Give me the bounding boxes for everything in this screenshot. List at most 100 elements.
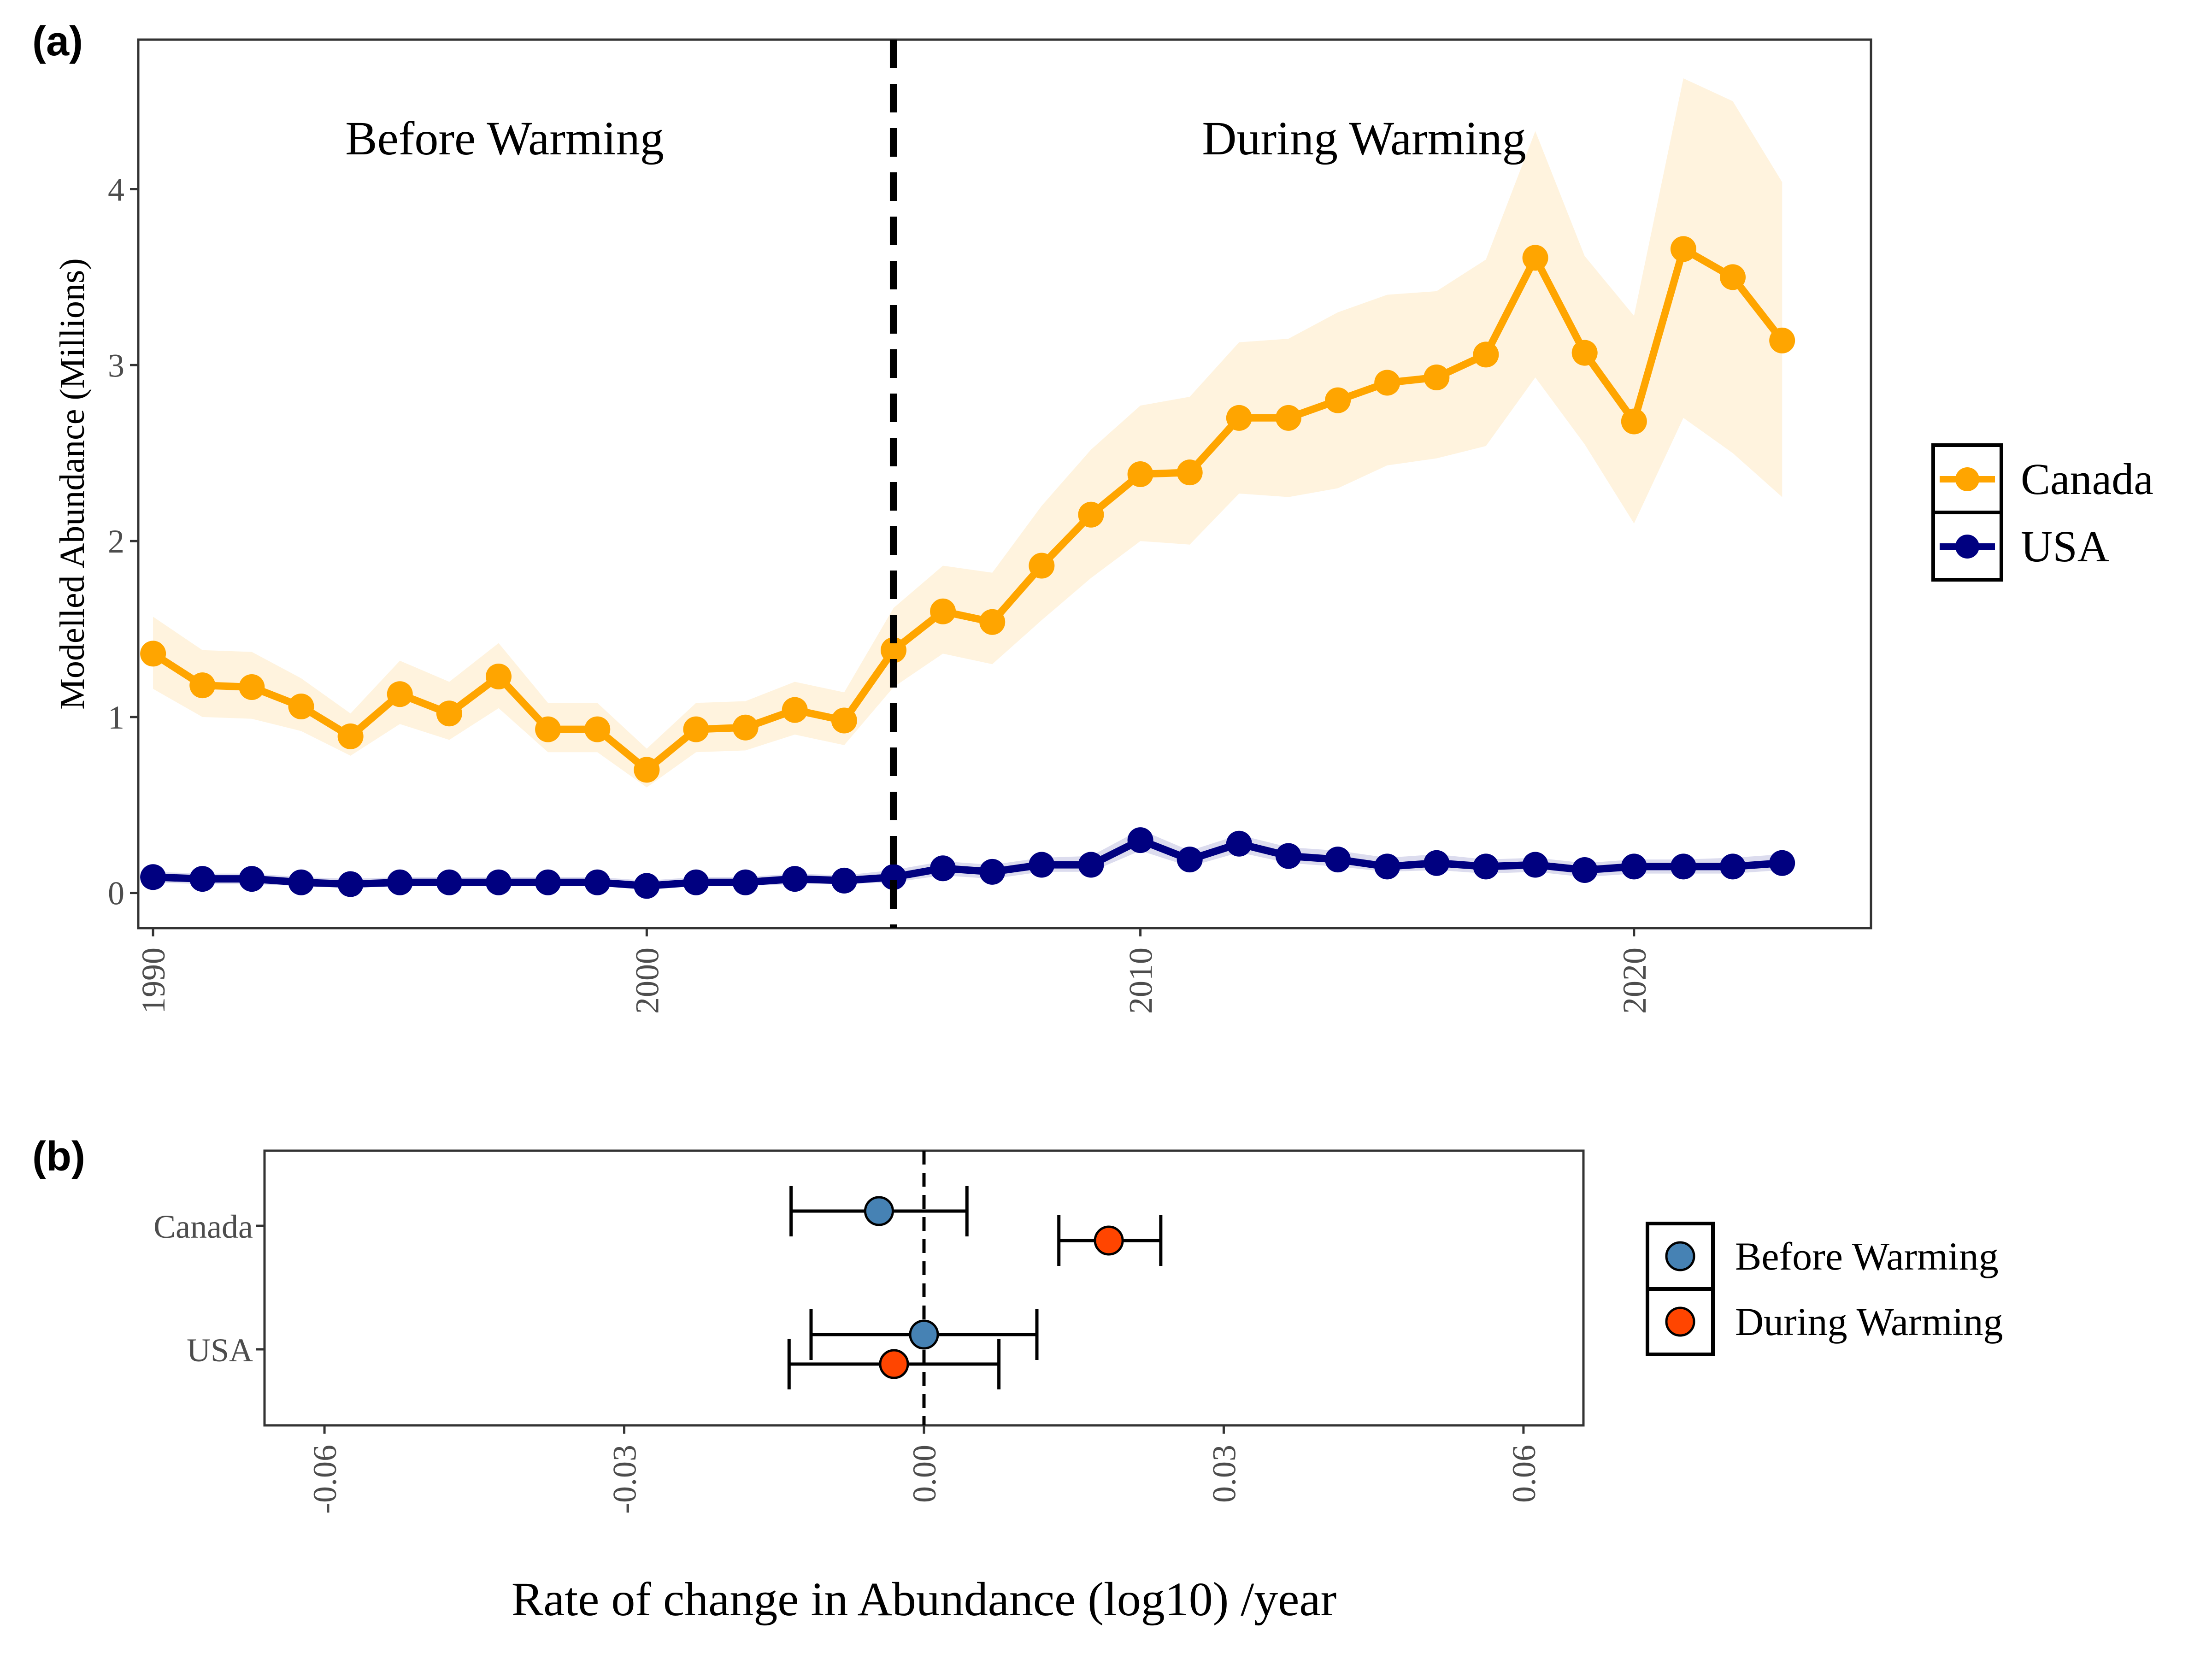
point-usa-2020 <box>1621 853 1647 880</box>
point-usa-2011 <box>1177 847 1203 873</box>
point-canada-1991 <box>189 672 216 699</box>
x-tick-label: 1990 <box>135 947 172 1014</box>
point-canada-1994 <box>337 723 364 749</box>
legend-a-dot-usa <box>1955 535 1979 559</box>
point-canada-2012 <box>1226 405 1252 431</box>
point-canada-2021 <box>1670 236 1696 262</box>
point-usa-2001 <box>683 869 709 895</box>
point-canada-before-warming <box>864 1196 894 1226</box>
point-canada-1995 <box>387 681 413 707</box>
legend-a-dot-canada <box>1955 467 1979 491</box>
point-usa-2010 <box>1127 827 1153 853</box>
point-canada-2013 <box>1275 405 1301 431</box>
point-usa-2006 <box>930 855 956 882</box>
x-tick-label: 2020 <box>1616 947 1653 1014</box>
point-canada-2019 <box>1571 340 1598 366</box>
point-canada-2000 <box>634 757 660 783</box>
point-usa-2000 <box>634 873 660 899</box>
point-usa-2002 <box>732 869 759 895</box>
point-canada-1992 <box>239 674 265 700</box>
region-label-before: Before Warming <box>345 112 664 165</box>
point-canada-2015 <box>1374 370 1400 396</box>
panel-a-y-axis-title: Modelled Abundance (Millions) <box>53 258 92 709</box>
point-usa-during-warming <box>879 1349 909 1379</box>
point-canada-2018 <box>1522 245 1548 271</box>
x-tick-label: -0.06 <box>306 1445 343 1514</box>
legend-b-dot-before <box>1665 1241 1695 1271</box>
point-usa-before-warming <box>909 1319 939 1350</box>
legend-a-label-canada: Canada <box>2021 454 2153 504</box>
point-usa-2023 <box>1769 850 1795 876</box>
panel-a-line-chart: Before Warming During Warming 0 1 2 3 4 1990… <box>53 38 2153 1014</box>
legend-b-label-during: During Warming <box>1735 1300 2003 1344</box>
point-usa-2019 <box>1571 857 1598 883</box>
x-tick-label: 0.00 <box>906 1445 943 1503</box>
point-usa-2012 <box>1226 830 1252 857</box>
point-canada-2003 <box>782 697 808 723</box>
point-canada-2001 <box>683 716 709 742</box>
point-canada-2009 <box>1078 501 1104 528</box>
point-usa-1994 <box>337 871 364 897</box>
point-canada-1996 <box>436 700 462 727</box>
y-tick-label: 1 <box>108 699 124 736</box>
point-canada-1997 <box>485 664 512 690</box>
point-canada-1998 <box>535 716 561 742</box>
x-tick-label: -0.03 <box>606 1445 643 1514</box>
point-usa-2004 <box>831 867 857 894</box>
x-tick-label: 0.06 <box>1506 1445 1542 1503</box>
point-usa-1991 <box>189 866 216 892</box>
legend-b-label-before: Before Warming <box>1735 1234 1999 1278</box>
point-usa-1999 <box>584 869 611 895</box>
y-tick-label: 0 <box>108 875 124 912</box>
series-line-usa <box>153 836 1783 890</box>
point-canada-2005 <box>880 637 906 663</box>
point-usa-2009 <box>1078 852 1104 878</box>
point-canada-during-warming <box>1094 1225 1124 1256</box>
point-canada-2007 <box>979 609 1006 635</box>
point-usa-1992 <box>239 866 265 892</box>
point-usa-2007 <box>979 859 1006 885</box>
point-usa-2015 <box>1374 853 1400 880</box>
point-canada-2010 <box>1127 461 1153 488</box>
point-usa-2018 <box>1522 852 1548 878</box>
point-usa-1990 <box>140 864 166 890</box>
point-usa-1998 <box>535 869 561 895</box>
legend-a-label-usa: USA <box>2021 522 2109 571</box>
x-tick-label: 2000 <box>629 947 665 1014</box>
panel-b-dot-chart: Canada USA -0.06 -0.03 0.00 0.03 0.06 Rate of… <box>153 1149 2003 1626</box>
panel-b-x-axis-title: Rate of change in Abundance (log10) /yea… <box>512 1573 1336 1626</box>
point-canada-1990 <box>140 641 166 667</box>
point-canada-2002 <box>732 714 759 741</box>
point-usa-2005 <box>880 864 906 890</box>
point-usa-2021 <box>1670 853 1696 880</box>
point-usa-1993 <box>288 869 314 895</box>
panel-b-legend: Before Warming During Warming <box>1646 1222 2003 1356</box>
point-canada-1999 <box>584 716 611 742</box>
point-usa-2022 <box>1720 853 1746 880</box>
panel-a-plot-border <box>137 38 1872 930</box>
point-usa-1995 <box>387 869 413 895</box>
point-usa-2008 <box>1029 852 1055 878</box>
point-canada-2006 <box>930 598 956 624</box>
y-category-label-usa: USA <box>187 1332 253 1369</box>
point-canada-2016 <box>1424 365 1450 391</box>
point-usa-2017 <box>1473 853 1499 880</box>
legend-b-dot-during <box>1665 1306 1695 1337</box>
point-usa-2016 <box>1424 850 1450 876</box>
panel-b-tag: (b) <box>32 1134 85 1180</box>
point-canada-2022 <box>1720 264 1746 290</box>
y-tick-label: 4 <box>108 171 124 208</box>
point-usa-2003 <box>782 866 808 892</box>
y-tick-label: 3 <box>108 347 124 384</box>
x-tick-label: 2010 <box>1123 947 1159 1014</box>
point-usa-2013 <box>1275 843 1301 869</box>
point-canada-1993 <box>288 693 314 719</box>
panel-a-legend: Canada USA <box>1931 443 2153 582</box>
point-canada-2020 <box>1621 408 1647 435</box>
point-usa-1997 <box>485 869 512 895</box>
region-label-during: During Warming <box>1202 112 1526 165</box>
point-canada-2004 <box>831 707 857 734</box>
point-canada-2023 <box>1769 327 1795 353</box>
point-usa-2014 <box>1325 847 1351 873</box>
